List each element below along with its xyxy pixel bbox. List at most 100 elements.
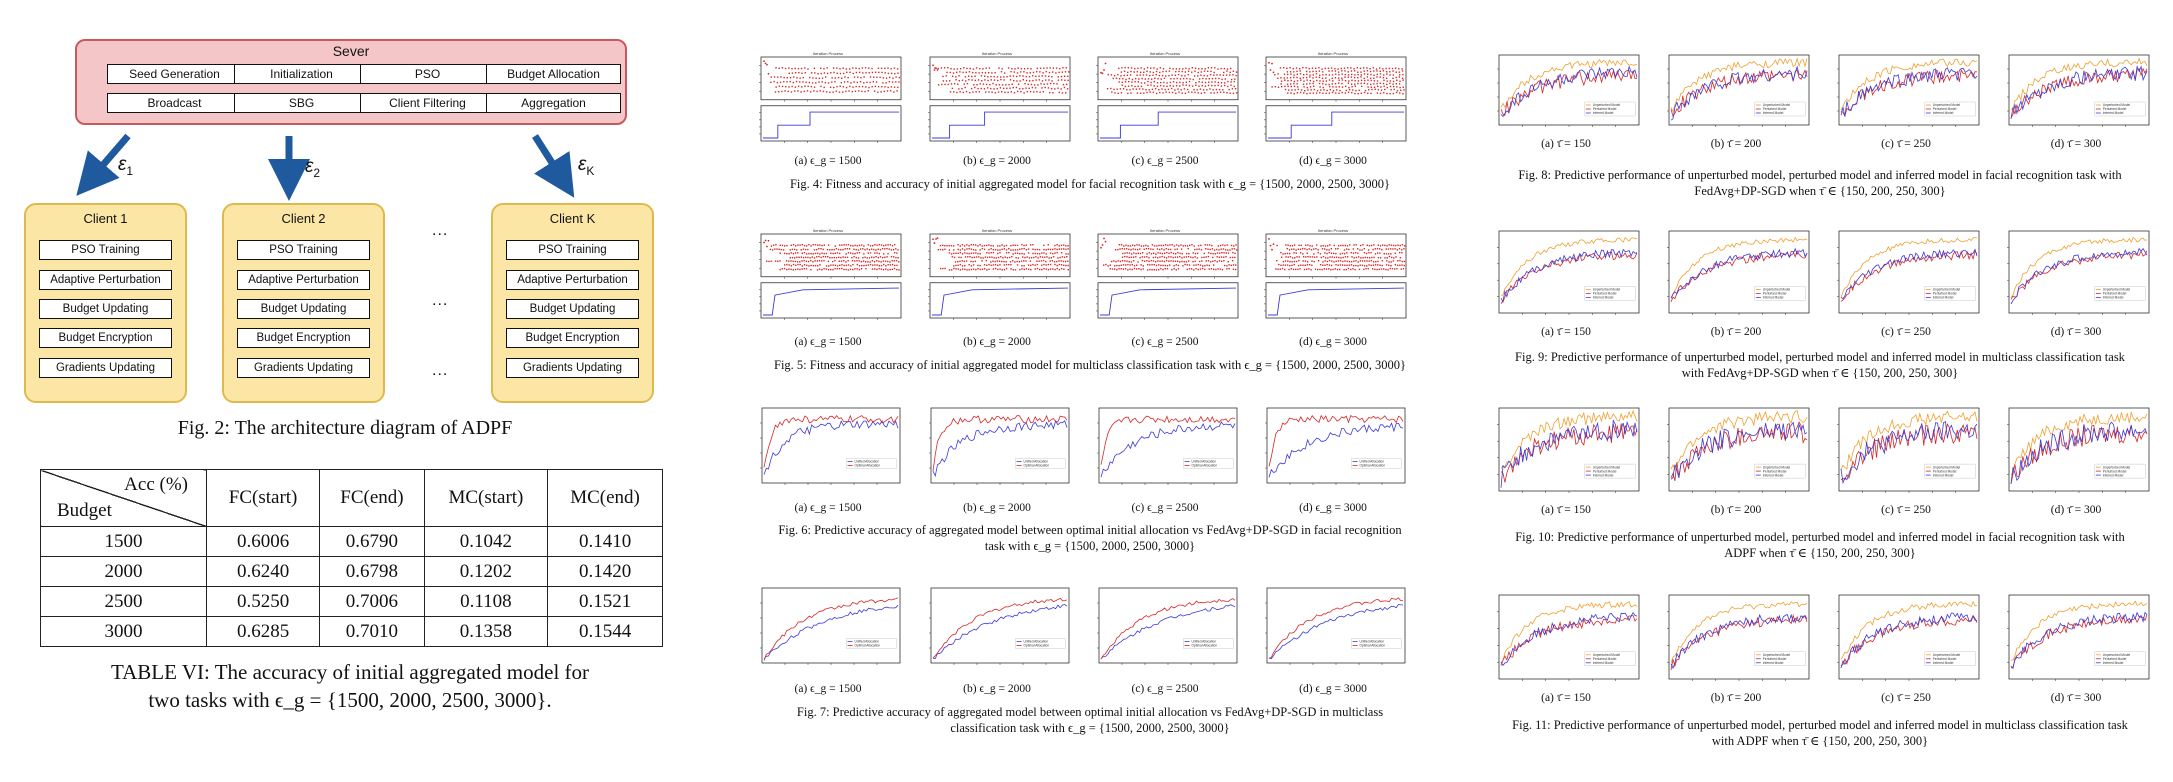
fitness-point xyxy=(1330,248,1333,250)
fitness-point xyxy=(1147,84,1149,86)
fitness-point xyxy=(890,86,893,88)
fitness-point xyxy=(875,249,877,251)
fig10-subcaption: (a) τ̄ = 150 xyxy=(1541,504,1591,516)
fitness-point xyxy=(956,68,959,70)
fitness-point xyxy=(1348,80,1350,82)
fitness-point xyxy=(961,79,964,81)
fitness-point xyxy=(1165,75,1167,77)
fitness-point xyxy=(1016,244,1019,247)
fitness-point xyxy=(779,244,781,246)
fitness-point xyxy=(971,79,973,81)
fitness-point xyxy=(977,267,979,270)
fitness-point xyxy=(1284,88,1287,91)
fitness-point xyxy=(1201,265,1204,267)
fitness-point xyxy=(1192,78,1194,81)
fitness-point xyxy=(878,264,881,267)
client-module-pso-training: PSO Training xyxy=(39,240,172,260)
fitness-point xyxy=(1150,84,1152,86)
legend-box xyxy=(1924,101,1976,117)
fitness-point xyxy=(1363,251,1366,254)
fitness-point xyxy=(1306,252,1308,254)
fitness-point xyxy=(1312,77,1314,79)
fitness-point xyxy=(1127,92,1129,95)
fitness-point xyxy=(789,80,791,83)
fitness-point xyxy=(1142,74,1145,76)
fitness-point xyxy=(1024,256,1026,259)
fitness-point xyxy=(853,256,855,258)
fig6-panel: Unified Allocation Optimal Allocation xyxy=(753,405,903,490)
fitness-point xyxy=(1375,261,1377,263)
fitness-point xyxy=(1385,248,1388,250)
fitness-point xyxy=(1353,257,1355,259)
fitness-point xyxy=(813,257,816,259)
legend-label: Optimal Allocation xyxy=(1360,644,1386,648)
fitness-point xyxy=(1155,269,1158,271)
series-line xyxy=(932,414,1068,471)
table-cell: 0.1358 xyxy=(423,616,549,647)
fitness-point xyxy=(1290,268,1293,270)
fitness-point xyxy=(1220,256,1223,258)
fitness-point xyxy=(886,247,888,250)
fitness-point xyxy=(959,263,962,266)
fitness-point xyxy=(1302,66,1304,69)
fitness-point xyxy=(791,72,794,74)
series-line xyxy=(1268,597,1403,659)
fitness-point xyxy=(1175,85,1178,87)
fig11-subcaption: (a) τ̄ = 150 xyxy=(1541,692,1591,704)
fitness-point xyxy=(1148,260,1150,262)
fitness-point xyxy=(1067,248,1069,250)
fitness-point xyxy=(1359,67,1362,70)
fig5-subcaption: (b) ϵ_g = 2000 xyxy=(963,336,1031,348)
fitness-point xyxy=(1163,260,1166,263)
fitness-point xyxy=(860,268,863,270)
fitness-point xyxy=(1330,252,1333,254)
fitness-point xyxy=(786,244,788,247)
fitness-point xyxy=(1399,259,1401,262)
table-cell: 0.6798 xyxy=(319,556,425,587)
series-line xyxy=(1100,598,1236,660)
fitness-point xyxy=(1338,256,1340,259)
fitness-point xyxy=(1000,71,1003,73)
fitness-point xyxy=(810,269,812,271)
fitness-point xyxy=(1063,248,1065,250)
fitness-point xyxy=(1309,245,1311,247)
fitness-point xyxy=(803,90,805,93)
fitness-point xyxy=(810,252,812,255)
accuracy-line xyxy=(1100,111,1236,139)
fitness-point xyxy=(871,268,874,270)
fitness-point xyxy=(786,77,789,79)
fitness-point xyxy=(1341,77,1343,79)
fitness-point xyxy=(1306,86,1309,89)
fitness-point xyxy=(1275,268,1277,270)
fitness-point xyxy=(1278,263,1280,266)
fitness-point xyxy=(885,77,888,79)
fitness-point xyxy=(1373,86,1376,88)
fitness-point xyxy=(1173,268,1175,270)
fitness-point xyxy=(1012,269,1014,271)
fitness-point xyxy=(1276,260,1278,262)
fitness-point xyxy=(1289,71,1292,73)
fitness-outlier xyxy=(1268,238,1270,240)
fitness-point xyxy=(986,269,988,271)
fitness-point xyxy=(813,67,816,70)
fitness-point xyxy=(1012,253,1014,255)
fitness-point xyxy=(786,252,788,255)
fitness-point xyxy=(1035,71,1038,73)
fitness-point xyxy=(1013,79,1015,82)
fitness-point xyxy=(1389,85,1392,88)
fitness-point xyxy=(1036,252,1039,255)
fitness-point xyxy=(942,267,944,270)
fitness-point xyxy=(897,257,899,259)
fitness-point xyxy=(1060,252,1063,254)
fitness-point xyxy=(1208,244,1211,246)
legend-label: Unperturbed Model xyxy=(1933,103,1961,107)
fitness-point xyxy=(1326,263,1328,266)
fitness-point xyxy=(1129,264,1131,266)
fitness-point xyxy=(1123,74,1125,77)
fitness-point xyxy=(1053,82,1055,85)
fitness-point xyxy=(1181,260,1183,263)
fitness-point xyxy=(1135,256,1137,258)
fitness-point xyxy=(1197,263,1199,266)
fitness-point xyxy=(985,259,988,262)
fitness-point xyxy=(1131,81,1133,83)
